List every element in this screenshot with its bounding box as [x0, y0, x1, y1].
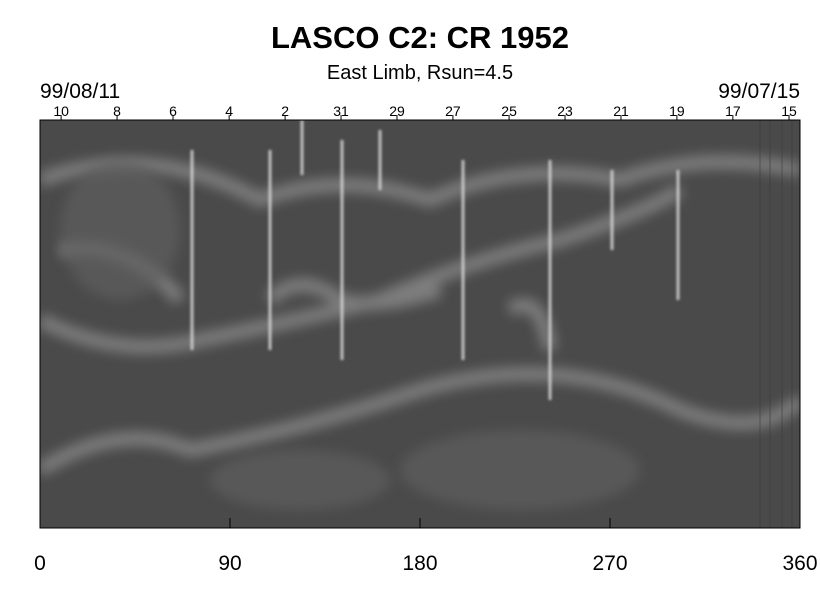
x2-tick-label: 2 — [281, 103, 289, 119]
x2-tick-label: 27 — [445, 103, 461, 119]
end-date: 99/07/15 — [718, 80, 800, 103]
x-tick-label: 360 — [782, 552, 817, 575]
x2-tick-label: 31 — [333, 103, 349, 119]
x-tick-label: 180 — [402, 552, 437, 575]
x-tick-label: 90 — [218, 552, 241, 575]
x-tick-label: 0 — [34, 552, 46, 575]
x2-tick-label: 6 — [169, 103, 177, 119]
synoptic-image — [40, 120, 800, 528]
x2-tick-label: 15 — [781, 103, 797, 119]
x2-tick-label: 29 — [389, 103, 405, 119]
x2-tick-label: 25 — [501, 103, 517, 119]
chart-title: LASCO C2: CR 1952 — [271, 20, 569, 55]
x-tick-label: 270 — [592, 552, 627, 575]
x2-tick-label: 17 — [725, 103, 741, 119]
x2-tick-label: 10 — [53, 103, 69, 119]
x2-tick-label: 21 — [613, 103, 629, 119]
chart-subtitle: East Limb, Rsun=4.5 — [327, 62, 513, 84]
start-date: 99/08/11 — [40, 80, 120, 103]
x2-tick-label: 4 — [225, 103, 233, 119]
x2-tick-label: 19 — [669, 103, 685, 119]
x2-tick-label: 23 — [557, 103, 573, 119]
x2-tick-label: 8 — [113, 103, 121, 119]
